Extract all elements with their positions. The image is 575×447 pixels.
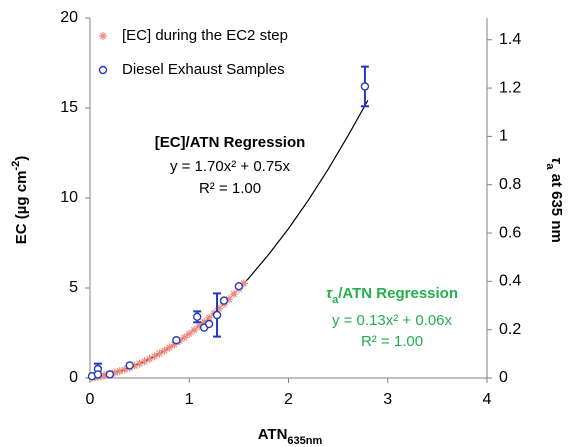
data-point xyxy=(165,343,174,352)
data-point xyxy=(135,359,144,368)
annotation: R² = 1.00 xyxy=(361,333,423,350)
annotation-tau: τ xyxy=(326,285,333,302)
data-point xyxy=(212,310,222,320)
data-point xyxy=(150,352,159,361)
data-point xyxy=(105,370,115,379)
legend-label: [EC] during the EC2 step xyxy=(122,27,288,44)
data-point xyxy=(93,370,103,379)
y2-tick-label: 1.2 xyxy=(499,79,521,96)
x-axis-label: ATN635nm xyxy=(258,426,323,447)
y-tick-label: 15 xyxy=(60,99,78,116)
y2-tick-label: 0.8 xyxy=(499,176,521,193)
y-label-end: ) xyxy=(13,156,30,161)
data-point xyxy=(185,329,194,338)
data-point xyxy=(160,346,169,355)
x-tick-label: 1 xyxy=(185,391,194,408)
y2-tick-label: 0 xyxy=(499,369,508,386)
y-tick-label: 20 xyxy=(60,9,78,26)
data-point xyxy=(172,336,181,345)
data-point xyxy=(200,318,209,327)
data-point xyxy=(205,313,214,322)
y-label-sup: -2 xyxy=(10,161,22,171)
y2-axis-label: τa at 635 nm xyxy=(544,157,565,243)
data-point xyxy=(219,296,229,305)
y2-tick-label: 0.2 xyxy=(499,321,521,338)
y2-label-tau: τ xyxy=(548,157,565,164)
x-tick-label: 3 xyxy=(383,391,392,408)
y2-tick-label: 1.4 xyxy=(499,31,521,48)
data-point xyxy=(180,333,189,342)
data-point xyxy=(115,367,124,376)
y2-tick-label: 0.6 xyxy=(499,224,521,241)
data-point xyxy=(224,295,233,304)
annotation: τa/ATN Regression xyxy=(326,285,458,306)
data-point xyxy=(234,282,244,291)
data-point xyxy=(215,304,224,313)
data-point xyxy=(170,340,179,349)
data-point xyxy=(99,371,108,380)
x-label-sub: 635nm xyxy=(287,435,322,447)
data-point xyxy=(239,279,248,288)
data-point xyxy=(192,312,202,321)
y2-label-sub: a xyxy=(544,163,556,170)
data-point xyxy=(204,319,214,329)
legend-marker xyxy=(98,65,108,75)
y2-tick-label: 1 xyxy=(499,128,508,145)
y2-label-end: at 635 nm xyxy=(548,169,565,242)
annotation: [EC]/ATN Regression xyxy=(155,134,306,151)
y-axis-label: EC (µg cm-2) xyxy=(10,156,30,244)
data-point xyxy=(190,326,199,335)
y-tick-label: 0 xyxy=(69,369,78,386)
y-tick-label: 10 xyxy=(60,189,78,206)
data-point xyxy=(120,365,129,374)
data-point xyxy=(130,361,139,370)
x-tick-label: 0 xyxy=(86,391,95,408)
data-point xyxy=(125,361,134,370)
annotation-sub: a xyxy=(332,294,339,306)
annotation: R² = 1.00 xyxy=(199,180,261,197)
data-point xyxy=(145,354,154,363)
annotation-rest: /ATN Regression xyxy=(338,285,458,302)
data-point xyxy=(140,357,149,366)
legend-marker xyxy=(99,32,107,40)
annotation: y = 1.70x² + 0.75x xyxy=(170,158,291,175)
data-point xyxy=(229,290,238,299)
data-point xyxy=(360,82,370,91)
x-label-main: ATN xyxy=(258,426,288,443)
x-tick-label: 4 xyxy=(483,391,492,408)
annotation: y = 0.13x² + 0.06x xyxy=(332,312,453,329)
data-point xyxy=(155,349,164,358)
x-tick-label: 2 xyxy=(284,391,293,408)
data-point xyxy=(195,322,204,331)
y2-tick-label: 0.4 xyxy=(499,273,521,290)
y-label-main: EC (µg cm xyxy=(13,171,30,245)
y-tick-label: 5 xyxy=(69,279,78,296)
legend-label: Diesel Exhaust Samples xyxy=(122,61,285,78)
data-point xyxy=(110,368,119,377)
